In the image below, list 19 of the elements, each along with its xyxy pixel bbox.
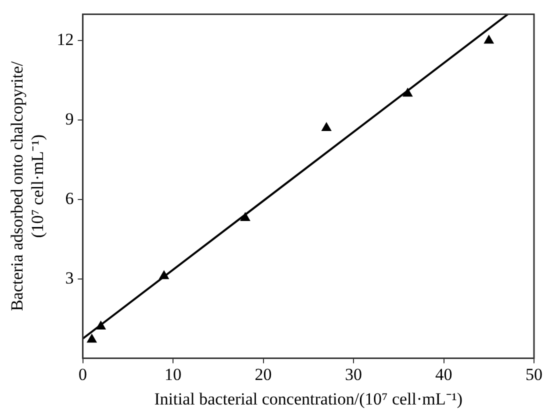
point: [160, 271, 168, 280]
point: [87, 334, 96, 343]
x-tick-label: 40: [435, 364, 452, 384]
point: [484, 36, 494, 44]
x-tick-label: 30: [345, 364, 362, 384]
x-tick-label: 20: [254, 364, 272, 384]
point: [96, 321, 106, 330]
x-axis-title: Initial bacterial concentration/(10⁷ cell·mL⁻¹): [154, 389, 463, 408]
y-tick-label: 6: [65, 188, 74, 208]
x-tick-label: 10: [164, 364, 182, 384]
y-tick-label: 12: [56, 30, 74, 50]
x-tick-label: 50: [526, 364, 542, 384]
point: [322, 122, 331, 131]
y-tick-label: 3: [65, 268, 74, 288]
point: [403, 88, 412, 97]
y-axis-title: Bacteria adsorbed onto chalcopyrite/(10⁷ cell·mL⁻¹): [8, 61, 48, 312]
point: [240, 212, 250, 221]
x-tick-label: 0: [78, 364, 88, 384]
y-tick-label: 9: [65, 110, 74, 129]
